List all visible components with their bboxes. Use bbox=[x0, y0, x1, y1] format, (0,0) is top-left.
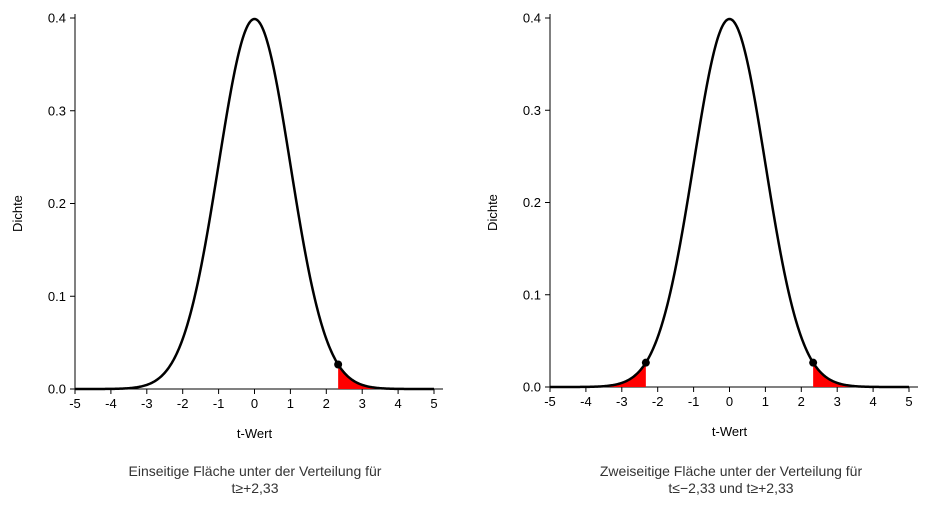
y-tick-label: 0.4 bbox=[48, 11, 66, 26]
x-tick-label: -3 bbox=[616, 394, 628, 409]
chart-canvas: -5 -4 -3 -2 -1 0 1 2 3 4 5 0.0 0.1 0.2 0.3 0.4 t-Wert Dic… bbox=[10, 11, 918, 441]
caption-line-1: Zweiseitige Fläche unter der Verteilung … bbox=[599, 463, 863, 479]
x-tick-label: 4 bbox=[869, 394, 876, 409]
x-tick-label: -4 bbox=[580, 394, 592, 409]
x-tick-label: 3 bbox=[834, 394, 841, 409]
x-tick-label: -2 bbox=[652, 394, 664, 409]
x-tick-label: 0 bbox=[726, 394, 733, 409]
x-tick-label: 4 bbox=[394, 396, 401, 411]
x-tick-label: 1 bbox=[287, 396, 294, 411]
x-tick-label: 5 bbox=[430, 396, 437, 411]
caption-line-2: t≥+2,33 bbox=[231, 480, 279, 496]
y-tick-label: 0.2 bbox=[48, 196, 66, 211]
x-tick-label: -5 bbox=[69, 396, 81, 411]
y-tick-label: 0.3 bbox=[48, 103, 66, 118]
y-tick-label: 0.1 bbox=[523, 287, 541, 302]
caption-line-1: Einseitige Fläche unter der Verteilung f… bbox=[128, 463, 382, 479]
x-tick-label: -1 bbox=[688, 394, 700, 409]
y-tick-label: 0.2 bbox=[523, 195, 541, 210]
chart-panel-left: -5 -4 -3 -2 -1 0 1 2 3 4 5 0.0 0.1 0.2 0.3 0.4 t-Wert Dic… bbox=[10, 11, 443, 441]
chart-panel-right: -5 -4 -3 -2 -1 0 1 2 3 4 5 0.0 0.1 0.2 0.3 0.4 t-Wert Dic… bbox=[485, 11, 918, 439]
y-tick-label: 0.4 bbox=[523, 11, 541, 26]
y-tick-label: 0.3 bbox=[523, 103, 541, 118]
y-axis-title: Dichte bbox=[485, 194, 500, 231]
shaded-tail-area bbox=[550, 362, 646, 387]
x-axis-title: t-Wert bbox=[237, 426, 273, 441]
x-tick-label: -3 bbox=[141, 396, 153, 411]
y-tick-label: 0.1 bbox=[48, 289, 66, 304]
critical-value-point bbox=[334, 360, 343, 369]
x-tick-label: -5 bbox=[544, 394, 556, 409]
x-tick-label: -2 bbox=[177, 396, 189, 411]
x-tick-label: 2 bbox=[323, 396, 330, 411]
density-curve bbox=[75, 17, 434, 391]
y-tick-label: 0.0 bbox=[48, 382, 66, 397]
x-tick-label: 5 bbox=[905, 394, 912, 409]
x-tick-label: -4 bbox=[105, 396, 117, 411]
critical-value-point bbox=[809, 358, 818, 367]
density-curve bbox=[550, 17, 909, 389]
y-tick-label: 0.0 bbox=[523, 380, 541, 395]
x-tick-label: 2 bbox=[798, 394, 805, 409]
x-tick-label: 3 bbox=[359, 396, 366, 411]
caption-line-2: t≤−2,33 und t≥+2,33 bbox=[668, 480, 794, 496]
left-chart-caption: Einseitige Fläche unter der Verteilung f… bbox=[45, 463, 465, 497]
shaded-tail-area bbox=[813, 362, 909, 387]
critical-value-point bbox=[641, 358, 650, 367]
x-tick-label: 1 bbox=[762, 394, 769, 409]
x-axis-title: t-Wert bbox=[712, 424, 748, 439]
shaded-tail-area bbox=[338, 364, 434, 389]
x-tick-label: -1 bbox=[213, 396, 225, 411]
x-tick-label: 0 bbox=[251, 396, 258, 411]
right-chart-caption: Zweiseitige Fläche unter der Verteilung … bbox=[521, 463, 936, 497]
y-axis-title: Dichte bbox=[10, 195, 25, 232]
